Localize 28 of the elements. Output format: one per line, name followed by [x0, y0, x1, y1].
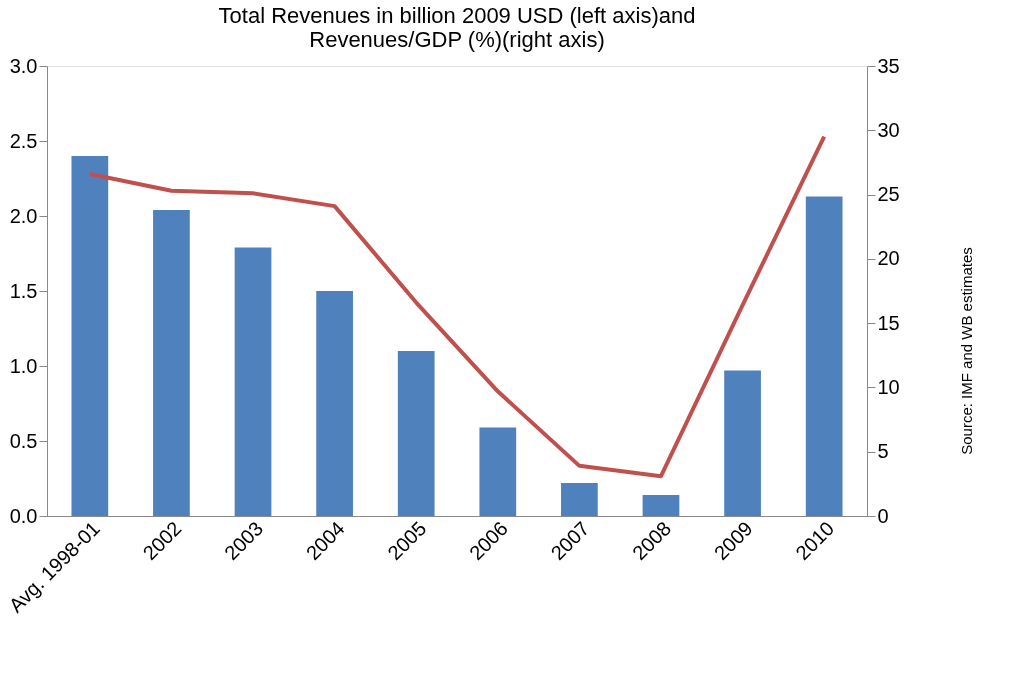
y2-tick-label: 0 [877, 504, 889, 527]
y2-tick-label: 25 [877, 183, 900, 206]
y-tick-label: 1.0 [9, 354, 38, 377]
y2-tick-label: 5 [877, 440, 889, 463]
chart-title: Total Revenues in billion 2009 USD (left axis)and Revenues/GDP (%)(right axis) [218, 3, 696, 52]
bar [479, 427, 517, 516]
y2-tick-label: 30 [877, 118, 900, 141]
y2-tick-label: 10 [877, 375, 900, 398]
bar [561, 483, 598, 516]
bar [397, 351, 435, 516]
source-note: Source: IMF and WB estimates [958, 247, 975, 455]
y2-tick-label: 20 [877, 247, 900, 270]
bar [316, 291, 353, 516]
bar [805, 196, 843, 516]
bar [642, 495, 680, 516]
line-series [87, 134, 827, 479]
bar [234, 247, 272, 516]
y2-tick-label: 15 [877, 311, 900, 334]
y-tick-label: 3.0 [9, 54, 38, 77]
y-tick-label: 1.5 [9, 279, 38, 302]
y-tick-label: 0.0 [9, 504, 38, 527]
bar [153, 210, 190, 516]
y-tick-label: 2.5 [9, 129, 38, 152]
bar [71, 156, 109, 516]
bar [724, 370, 761, 516]
y-tick-label: 2.0 [9, 204, 38, 227]
y2-tick-label: 35 [877, 54, 900, 77]
y-tick-label: 0.5 [9, 429, 38, 452]
